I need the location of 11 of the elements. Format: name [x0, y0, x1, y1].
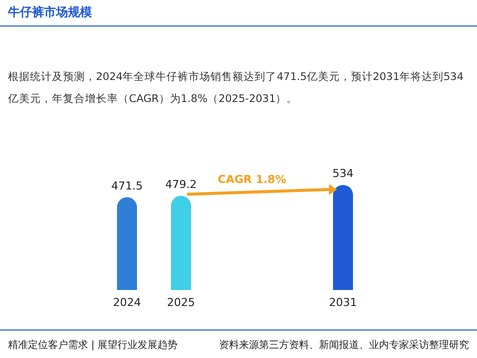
- annotation: CAGR 1.8%: [218, 173, 286, 186]
- x-tick-label: 2024: [113, 296, 141, 309]
- x-tick-label: 2031: [329, 296, 357, 309]
- text: 资料来源第三方资料、新闻报道、业内专家采访整理研究: [219, 338, 469, 352]
- chart-title: 牛仔裤市场规模: [8, 4, 92, 21]
- data-label: 471.5: [111, 179, 143, 192]
- data-label: 534: [332, 167, 354, 180]
- text: 精准定位客户需求 | 展望行业发展趋势: [8, 338, 178, 352]
- data-label: 479.2: [165, 178, 197, 191]
- chart-subtitle: 根据统计及预测，2024年全球牛仔裤市场销售额达到了471.5亿美元，预计2031年将达到534亿美元，年复合增长率（CAGR）为1.8%（2025-2031）。: [8, 70, 465, 107]
- x-tick-label: 2025: [167, 296, 195, 309]
